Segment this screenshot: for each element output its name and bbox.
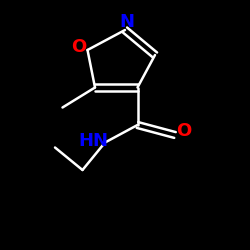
Text: O: O [71,38,86,56]
Text: O: O [176,122,192,140]
Text: N: N [120,13,134,31]
Text: HN: HN [79,132,109,150]
